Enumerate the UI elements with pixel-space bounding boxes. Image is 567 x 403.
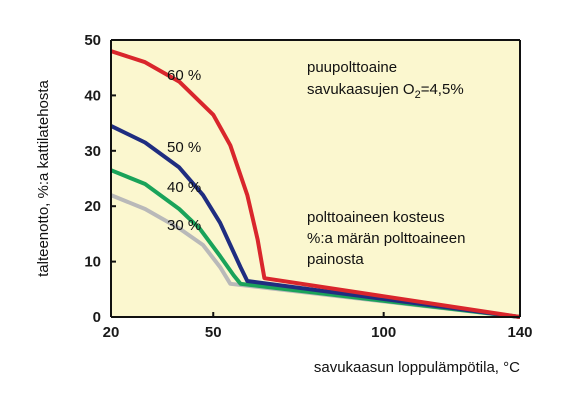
- x-tick-label-20: 20: [103, 324, 120, 341]
- y-tick-label-40: 40: [84, 87, 101, 104]
- series-label-40-percent: 40 %: [167, 179, 201, 196]
- fuel-annotation-value: =4,5%: [421, 81, 464, 98]
- x-tick-label-100: 100: [371, 324, 396, 341]
- y-tick-label-50: 50: [84, 32, 101, 49]
- moisture-annotation-line1: polttoaineen kosteus: [307, 209, 445, 226]
- series-labels: 60 % 50 % 40 % 30 %: [167, 67, 201, 234]
- x-axis-label-main: savukaasun loppulämpötila,: [314, 359, 503, 376]
- x-tick-label-140: 140: [507, 324, 532, 341]
- series-label-50-percent: 50 %: [167, 139, 201, 156]
- fuel-annotation-line1: puupolttoaine: [307, 59, 397, 76]
- line-chart: 0 10 20 30 40 50 20 50 100 140 60 % 50 % 40 % 30 % t…: [35, 32, 533, 376]
- x-tick-label-50: 50: [205, 324, 222, 341]
- y-tick-label-10: 10: [84, 254, 101, 271]
- series-layer: [110, 49, 521, 319]
- moisture-annotation-line3: painosta: [307, 251, 364, 268]
- moisture-annotation-line2: %:a märän polttoaineen: [307, 230, 465, 247]
- y-axis-label: talteenotto, %:a kattilatehosta: [35, 79, 52, 276]
- axes-layer: [110, 39, 521, 318]
- y-tick-label-0: 0: [93, 309, 101, 326]
- fuel-annotation-subscript: 2: [415, 89, 421, 101]
- chart-frame: 0 10 20 30 40 50 20 50 100 140 60 % 50 % 40 % 30 % t…: [10, 10, 548, 388]
- x-axis-label: savukaasun loppulämpötila, °C: [314, 359, 520, 376]
- y-tick-label-20: 20: [84, 198, 101, 215]
- fuel-annotation-o2: savukaasujen O: [307, 81, 415, 98]
- series-label-30-percent: 30 %: [167, 217, 201, 234]
- series-label-60-percent: 60 %: [167, 67, 201, 84]
- series-line-40-percent: [110, 168, 521, 319]
- series-line-30-percent: [110, 193, 521, 319]
- ticks-layer: 0 10 20 30 40 50 20 50 100 140: [84, 32, 532, 341]
- plot-area: [111, 40, 520, 317]
- x-axis-label-unit: °C: [503, 359, 520, 376]
- series-line-50-percent: [110, 124, 521, 319]
- y-tick-label-30: 30: [84, 143, 101, 160]
- series-line-60-percent: [110, 49, 521, 319]
- fuel-annotation-line2: savukaasujen O2=4,5%: [307, 81, 464, 101]
